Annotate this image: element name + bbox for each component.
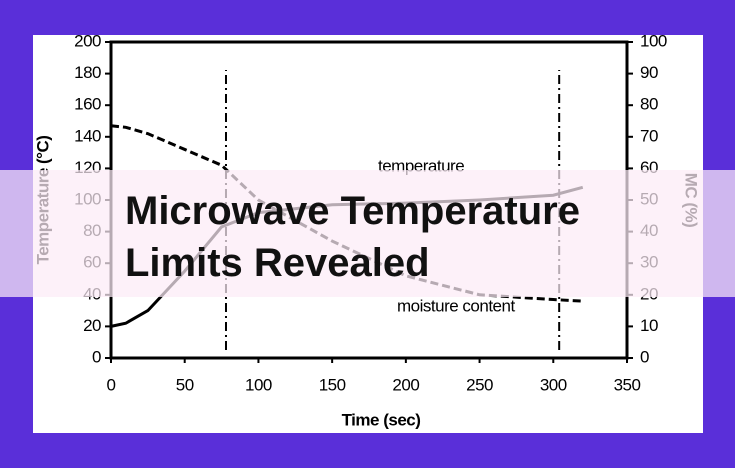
banner [0,170,735,297]
y-tick-label: 160 [74,95,101,114]
y2-tick-label: 70 [640,126,658,145]
y-tick-label: 200 [74,31,101,50]
y2-tick-label: 0 [640,347,649,366]
x-tick-label: 100 [245,375,272,394]
banner-title: Limits Revealed [125,241,430,285]
x-tick-label: 0 [107,375,116,394]
x-tick-label: 350 [614,375,641,394]
y-tick-label: 20 [83,316,101,335]
y2-tick-label: 10 [640,316,658,335]
x-tick-label: 250 [466,375,493,394]
series-label: moisture content [397,296,515,315]
y2-tick-label: 100 [640,31,667,50]
y2-tick-label: 80 [640,95,658,114]
x-tick-label: 200 [392,375,419,394]
x-tick-label: 50 [176,375,194,394]
y-tick-label: 0 [92,347,101,366]
x-tick-label: 300 [540,375,567,394]
x-axis-label: Time (sec) [342,410,421,429]
y-tick-label: 180 [74,63,101,82]
y-tick-label: 140 [74,126,101,145]
x-tick-label: 150 [319,375,346,394]
y2-tick-label: 90 [640,63,658,82]
banner-title: Microwave Temperature [125,189,580,233]
